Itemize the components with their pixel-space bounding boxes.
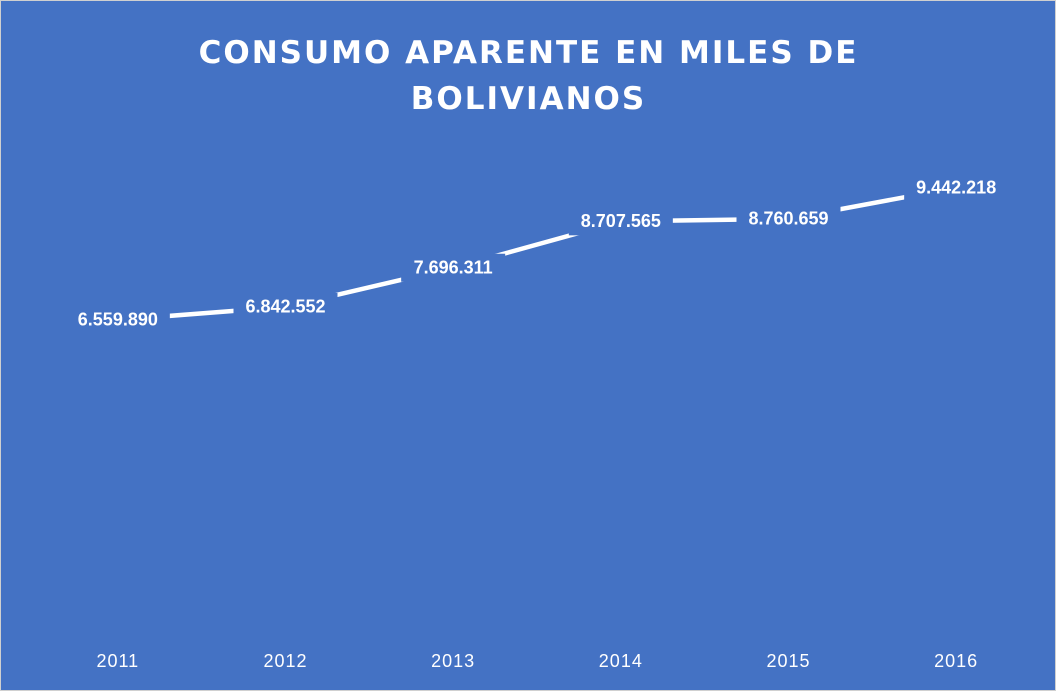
data-label-background: [401, 253, 506, 282]
data-label-background: [904, 173, 1009, 202]
x-tick-label: 2013: [431, 651, 475, 671]
data-label: 9.442.218: [916, 177, 996, 197]
data-label: 6.842.552: [245, 297, 325, 317]
data-label: 6.559.890: [78, 310, 158, 330]
x-tick-label: 2016: [934, 651, 978, 671]
data-label-background: [736, 204, 841, 233]
x-tick-label: 2014: [599, 651, 643, 671]
data-label-background: [233, 292, 338, 321]
x-tick-label: 2011: [96, 651, 139, 671]
data-label: 8.707.565: [581, 211, 661, 231]
data-label: 8.760.659: [748, 209, 828, 229]
data-label-background: [568, 207, 673, 236]
data-label-background: [65, 305, 170, 334]
x-tick-label: 2015: [766, 651, 810, 671]
chart-title: CONSUMO APARENTE EN MILES DE BOLIVIANOS: [198, 35, 859, 117]
x-tick-label: 2012: [263, 651, 307, 671]
data-label: 7.696.311: [414, 257, 493, 277]
